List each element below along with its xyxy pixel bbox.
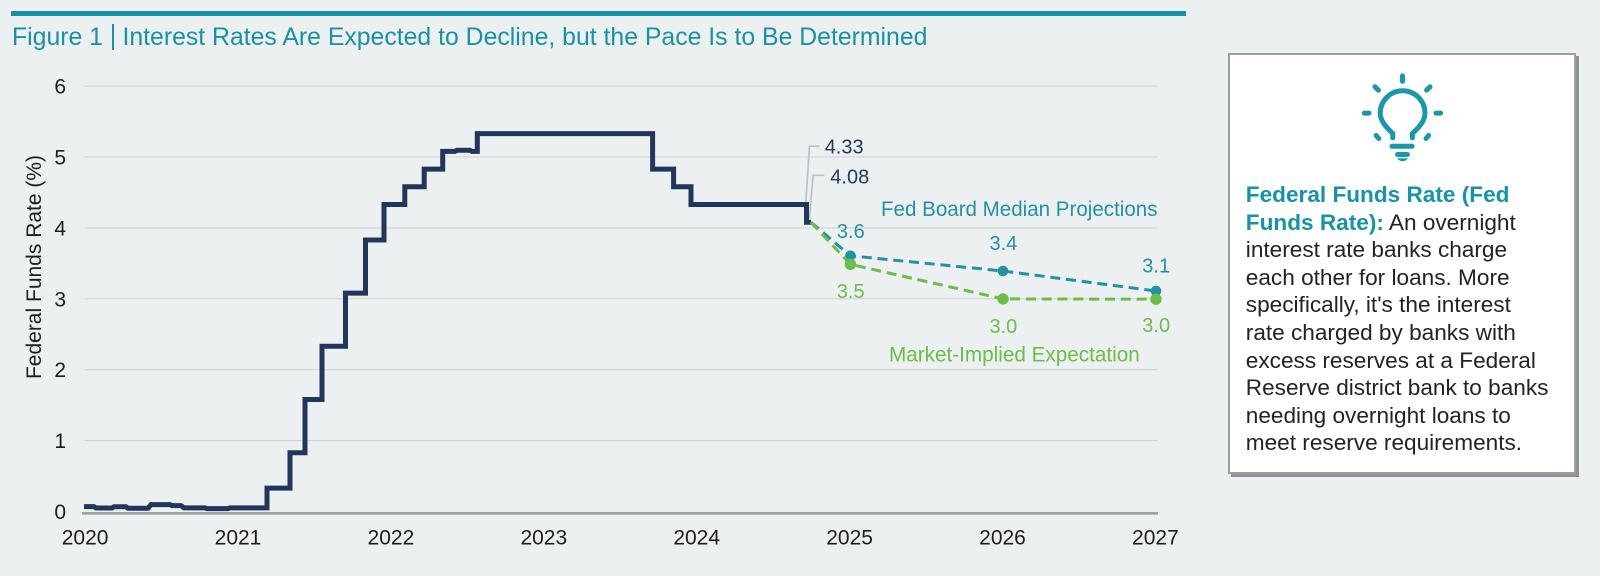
svg-text:3.0: 3.0 [989,316,1017,338]
svg-text:2024: 2024 [673,527,720,550]
svg-text:4.33: 4.33 [825,137,864,159]
svg-text:2022: 2022 [368,527,415,550]
svg-text:Fed Board Median Projections: Fed Board Median Projections [881,198,1158,221]
svg-text:4.08: 4.08 [830,167,869,189]
svg-text:1: 1 [54,430,66,453]
svg-text:2: 2 [54,359,66,382]
svg-text:5: 5 [54,147,66,170]
svg-text:Market-Implied Expectation: Market-Implied Expectation [889,344,1140,367]
svg-text:2021: 2021 [215,527,262,550]
svg-text:2020: 2020 [62,527,109,550]
svg-text:0: 0 [54,501,66,524]
svg-text:3.4: 3.4 [989,233,1017,255]
svg-text:6: 6 [54,76,66,99]
svg-text:2023: 2023 [520,527,567,550]
svg-text:2027: 2027 [1132,527,1179,550]
svg-text:2025: 2025 [826,527,873,550]
svg-text:3.5: 3.5 [837,281,865,303]
svg-text:4: 4 [54,217,66,240]
svg-text:2026: 2026 [979,527,1026,550]
svg-text:3.0: 3.0 [1142,315,1170,337]
svg-text:Federal Funds Rate (%): Federal Funds Rate (%) [23,155,46,379]
svg-text:3: 3 [54,288,66,311]
svg-text:3.6: 3.6 [837,221,865,243]
svg-text:3.1: 3.1 [1142,256,1170,278]
